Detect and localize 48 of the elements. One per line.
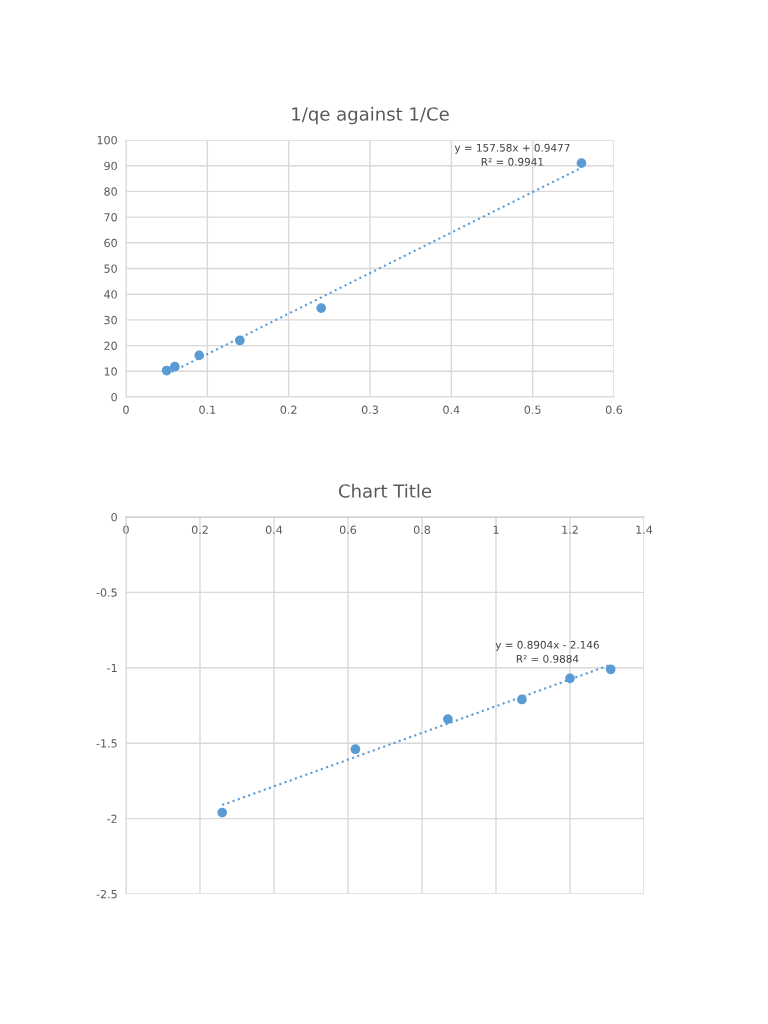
y-tick-label: 20 bbox=[104, 341, 117, 350]
y-tick-label: 100 bbox=[97, 135, 117, 145]
point bbox=[169, 361, 180, 372]
point bbox=[161, 365, 172, 376]
x-tick-label: 0.6 bbox=[605, 405, 623, 414]
x-tick-label: 0.5 bbox=[524, 405, 541, 414]
y-tick-label: 70 bbox=[104, 213, 117, 222]
y-tick-label: -0.5 bbox=[96, 588, 117, 597]
x-tick-label: 0.2 bbox=[191, 525, 208, 534]
point bbox=[316, 303, 327, 313]
y-tick-label: 80 bbox=[104, 187, 117, 196]
point bbox=[443, 714, 453, 724]
point bbox=[576, 158, 587, 168]
x-tick-label: 0.4 bbox=[443, 405, 460, 414]
y-tick-label: -2.5 bbox=[96, 889, 117, 899]
chart-title: Chart Title bbox=[338, 483, 432, 498]
x-tick-label: 1 bbox=[493, 525, 499, 534]
point bbox=[517, 694, 527, 705]
point bbox=[350, 744, 361, 755]
y-tick-label: 10 bbox=[104, 367, 117, 376]
x-tick-label: 0 bbox=[123, 525, 129, 534]
y-tick-label: 30 bbox=[104, 315, 117, 325]
x-tick-label: 0.4 bbox=[265, 525, 283, 534]
point bbox=[194, 350, 205, 361]
x-tick-label: 0.1 bbox=[199, 405, 216, 414]
y-tick-label: -1 bbox=[107, 663, 117, 673]
y-tick-label: 50 bbox=[104, 264, 117, 273]
point bbox=[235, 335, 245, 346]
y-tick-label: 90 bbox=[104, 161, 117, 171]
y-tick-label: -2 bbox=[107, 814, 117, 823]
chart-title: 1/qe against 1/Ce bbox=[292, 106, 449, 125]
x-tick-label: 1.4 bbox=[636, 525, 653, 534]
x-tick-label: 0.3 bbox=[361, 405, 378, 414]
point bbox=[217, 807, 228, 818]
annotation: y = 0.8904x - 2.146 R² = 0.9884 bbox=[495, 640, 599, 663]
point bbox=[565, 673, 575, 684]
x-tick-label: 0.8 bbox=[413, 525, 431, 534]
y-tick-label: 60 bbox=[104, 238, 117, 248]
y-tick-label: 0 bbox=[111, 392, 117, 402]
annotation: y = 157.58x + 0.9477 R² = 0.9941 bbox=[454, 143, 570, 166]
y-tick-label: -1.5 bbox=[96, 739, 117, 748]
x-tick-label: 0 bbox=[123, 405, 129, 414]
y-tick-label: 40 bbox=[104, 290, 117, 299]
x-tick-label: 0.6 bbox=[339, 525, 357, 534]
point bbox=[605, 664, 616, 675]
x-tick-label: 1.2 bbox=[562, 525, 578, 534]
x-tick-label: 0.2 bbox=[280, 405, 297, 414]
y-tick-label: 0 bbox=[111, 512, 117, 522]
